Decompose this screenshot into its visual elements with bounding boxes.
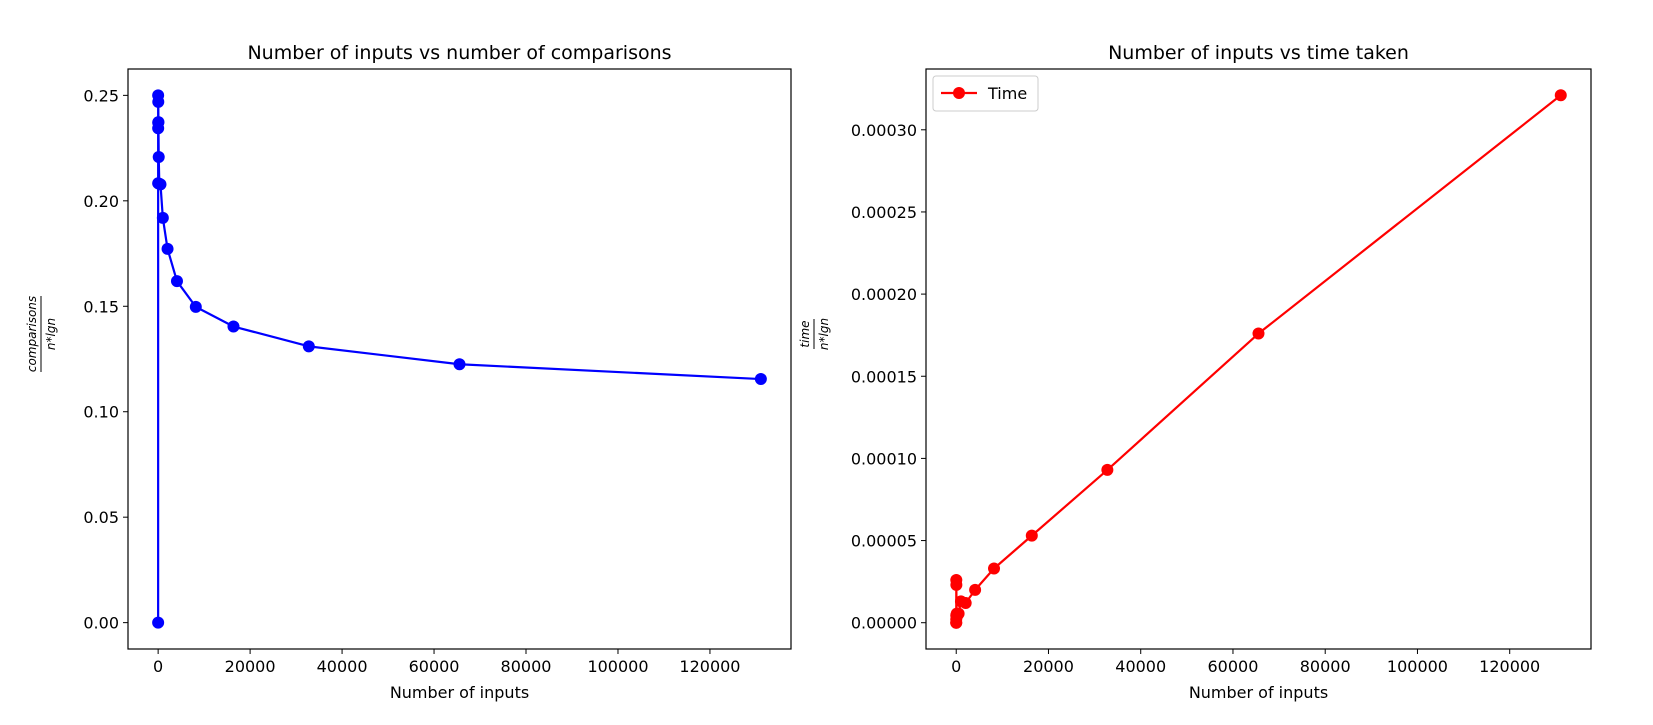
data-point (952, 607, 965, 620)
y-label-denominator: n*lgn (817, 318, 831, 350)
data-point (189, 300, 202, 313)
x-axis-label: Number of inputs (1189, 683, 1328, 702)
y-tick-label: 0.00 (83, 614, 119, 633)
legend-marker (953, 87, 965, 99)
data-point (161, 242, 174, 255)
x-tick-label: 60000 (409, 657, 460, 676)
x-tick-label: 120000 (1479, 657, 1540, 676)
y-tick-label: 0.00005 (851, 532, 917, 551)
data-point (453, 358, 466, 371)
data-point (152, 95, 165, 108)
x-tick-label: 40000 (1115, 657, 1166, 676)
x-tick-label: 100000 (1387, 657, 1448, 676)
data-point (302, 340, 315, 353)
time-chart: Number of inputs vs time taken 0 20000 4000… (798, 42, 1592, 702)
y-tick-label: 0.00030 (851, 121, 917, 140)
y-axis-label: time n*lgn (798, 318, 831, 350)
legend-box (932, 75, 1039, 112)
y-tick-label: 0.05 (83, 508, 119, 527)
y-label-numerator: time (798, 320, 812, 347)
data-point (1252, 327, 1265, 340)
y-axis-label: comparisons n*lgn (25, 296, 58, 372)
comparisons-chart: Number of inputs vs number of comparison… (25, 42, 792, 702)
y-tick-label: 0.00015 (851, 367, 917, 386)
y-tick-label: 0.00010 (851, 449, 917, 468)
x-tick-label: 80000 (501, 657, 552, 676)
data-point (170, 275, 183, 288)
y-tick-label: 0.25 (83, 86, 119, 105)
x-tick-label: 80000 (1300, 657, 1351, 676)
plot-frame (925, 68, 1592, 650)
y-tick-label: 0.10 (83, 403, 119, 422)
data-point (754, 373, 767, 386)
x-tick-label: 120000 (679, 657, 740, 676)
data-point (152, 616, 165, 629)
chart-title: Number of inputs vs time taken (1108, 42, 1409, 64)
data-point (154, 178, 167, 191)
data-point (950, 578, 963, 591)
y-label-numerator: comparisons (25, 296, 39, 372)
data-point (959, 596, 972, 609)
x-tick-label: 0 (153, 657, 163, 676)
x-tick-label: 20000 (1023, 657, 1074, 676)
data-point (1554, 89, 1567, 102)
data-point (152, 150, 165, 163)
data-point (227, 320, 240, 333)
data-point (156, 211, 169, 224)
x-tick-label: 40000 (317, 657, 368, 676)
x-tick-label: 60000 (1208, 657, 1259, 676)
y-tick-label: 0.00020 (851, 285, 917, 304)
x-tick-label: 100000 (587, 657, 648, 676)
chart-title: Number of inputs vs number of comparison… (247, 42, 671, 64)
plot-frame (127, 68, 792, 650)
x-axis-label: Number of inputs (390, 683, 529, 702)
data-point (1025, 529, 1038, 542)
legend-label: Time (987, 84, 1027, 103)
y-label-denominator: n*lgn (44, 318, 58, 350)
y-tick-label: 0.15 (83, 297, 119, 316)
y-tick-label: 0.00000 (851, 614, 917, 633)
data-point (1101, 463, 1114, 476)
x-tick-label: 20000 (225, 657, 276, 676)
data-point (969, 583, 982, 596)
legend: Time (932, 75, 1039, 112)
y-tick-label: 0.00025 (851, 203, 917, 222)
x-tick-label: 0 (951, 657, 961, 676)
data-point (988, 562, 1001, 575)
data-point (152, 116, 165, 129)
y-tick-label: 0.20 (83, 192, 119, 211)
